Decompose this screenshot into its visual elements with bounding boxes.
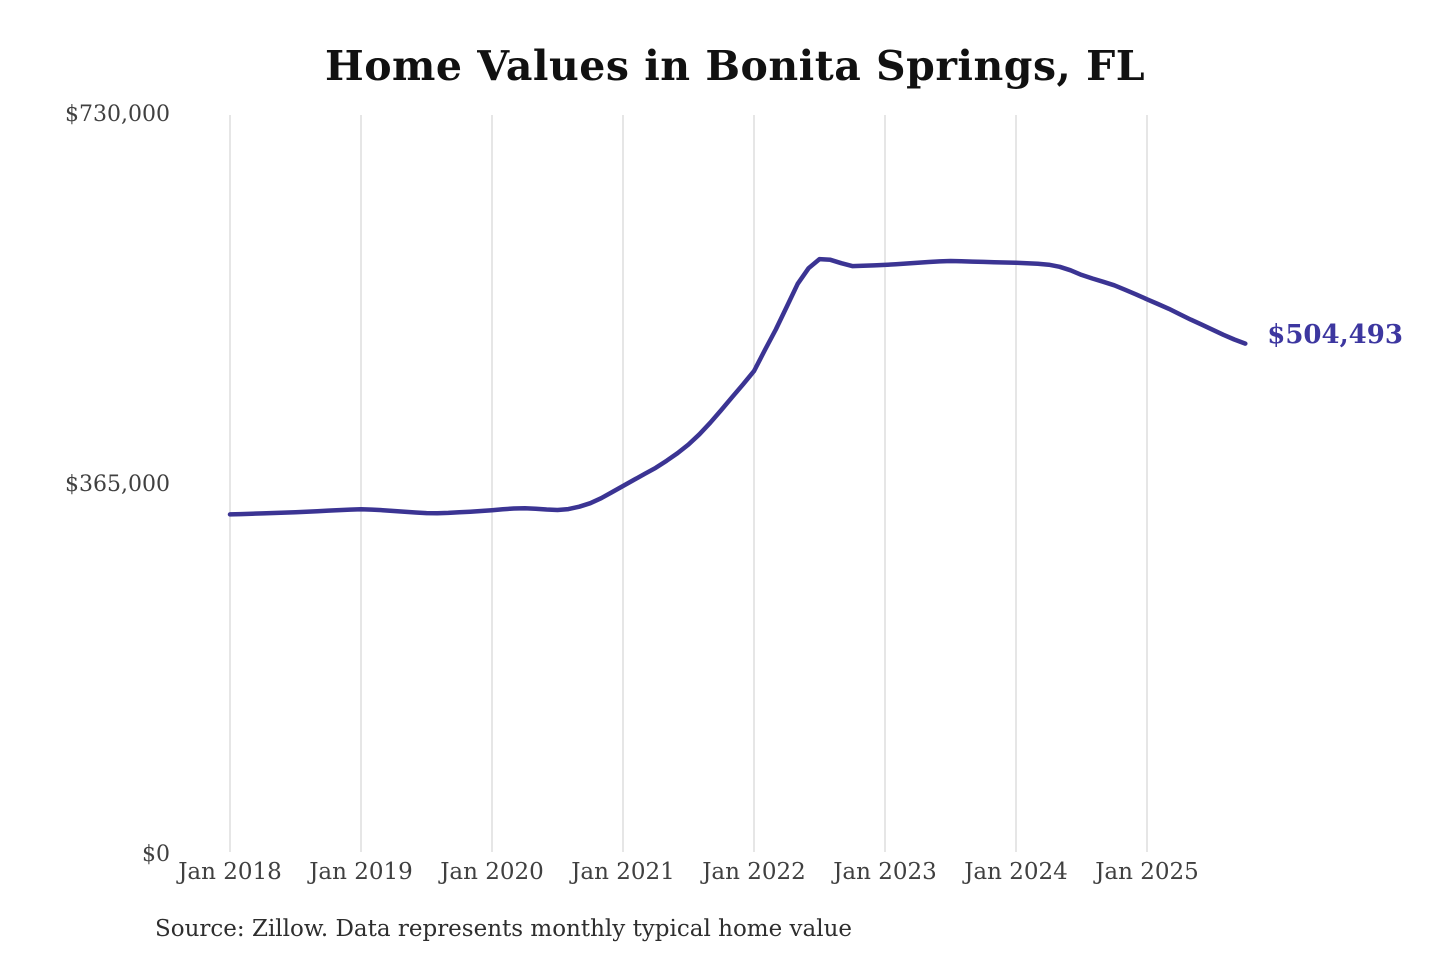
x-axis-tick-label: Jan 2025 [1095, 859, 1199, 885]
y-axis-label-zero: $0 [142, 842, 170, 867]
source-note: Source: Zillow. Data represents monthly … [155, 916, 853, 942]
x-axis-tick-label: Jan 2023 [833, 859, 937, 885]
home-value-line [227, 256, 1248, 517]
x-axis-tick-label: Jan 2020 [440, 859, 544, 885]
y-axis-label-top: $730,000 [65, 102, 170, 127]
x-axis-tick-label: Jan 2022 [702, 859, 806, 885]
x-axis-tick-label: Jan 2019 [309, 859, 413, 885]
y-axis-label-middle: $365,000 [65, 472, 170, 497]
x-axis-tick-label: Jan 2018 [178, 859, 282, 885]
x-axis-tick-label: Jan 2024 [964, 859, 1068, 885]
x-axis-tick-label: Jan 2021 [571, 859, 675, 885]
chart-title: Home Values in Bonita Springs, FL [324, 42, 1146, 90]
current-value-label: $504,493 [1267, 319, 1403, 350]
